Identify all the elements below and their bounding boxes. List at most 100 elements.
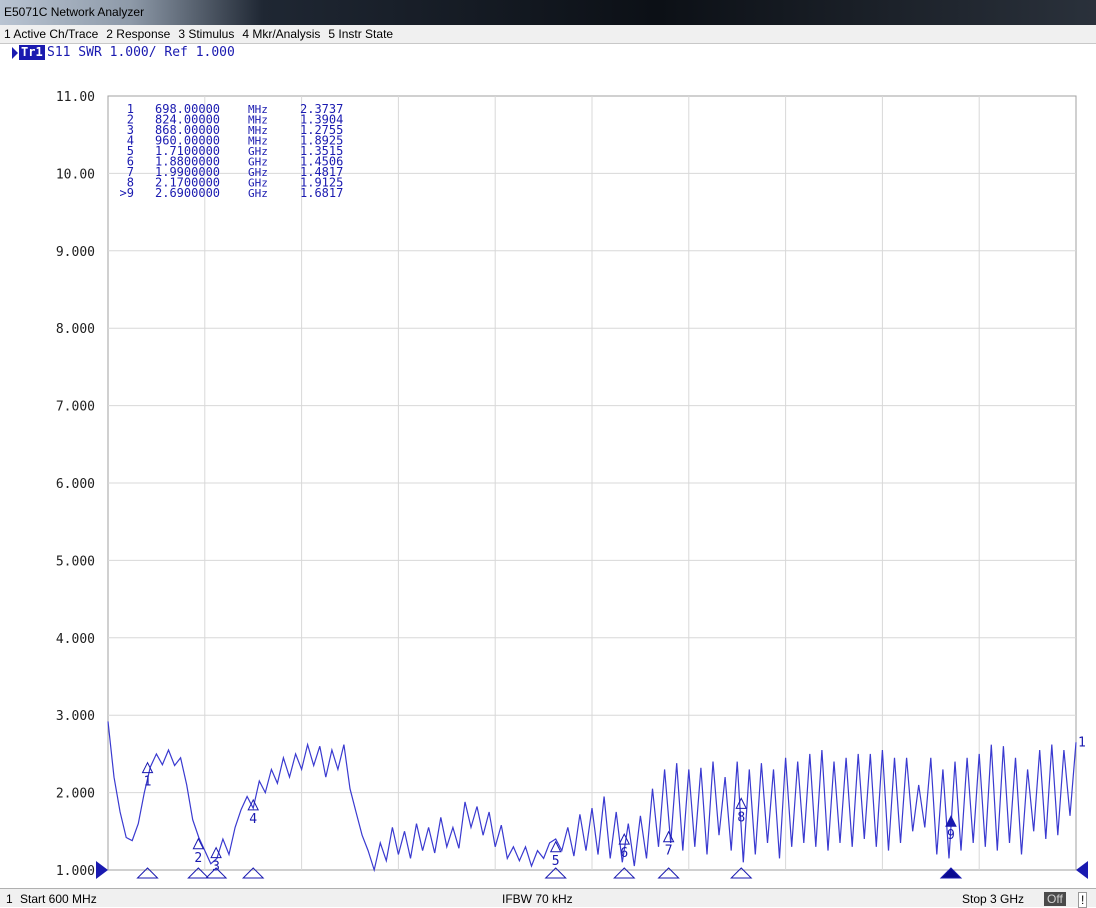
menu-active-ch-trace[interactable]: 1 Active Ch/Trace: [4, 27, 99, 41]
marker-table-frequency: 2.1700000: [155, 176, 220, 190]
marker-9-stimulus: [939, 867, 963, 879]
marker-table-unit: MHz: [248, 103, 268, 116]
right-reference-arrow-icon: [1076, 861, 1088, 879]
marker-8-label: 8: [737, 810, 745, 825]
marker-table-value: 1.2755: [300, 123, 343, 137]
marker-table-value: 1.9125: [300, 176, 343, 190]
marker-6-label: 6: [620, 846, 628, 861]
y-tick-label: 6.000: [56, 477, 95, 492]
trace-end-label: 1: [1078, 735, 1086, 750]
marker-5-triangle: [549, 840, 562, 853]
marker-table-unit: GHz: [248, 187, 268, 200]
marker-table-id: 8: [127, 176, 134, 190]
marker-table-value: 1.4506: [300, 155, 343, 169]
marker-table-unit: GHz: [248, 177, 268, 190]
marker-table: 1 698.00000 MHz 2.3737 2 824.00000 MHz 1.3904 3 8…: [120, 102, 344, 200]
marker-table-id: 3: [127, 123, 134, 137]
trace-format-label: S11 SWR 1.000/ Ref 1.000: [47, 45, 235, 60]
marker-3-label: 3: [212, 860, 220, 875]
chart-grid: [107, 95, 1077, 871]
marker-9-label: 9: [947, 828, 955, 843]
marker-table-unit: GHz: [248, 145, 268, 158]
left-reference-arrow-icon: [96, 861, 108, 879]
trace-badge[interactable]: Tr1: [19, 45, 45, 60]
marker-2-label: 2: [194, 851, 202, 866]
marker-4-triangle: [247, 798, 260, 811]
marker-8-triangle: [735, 797, 748, 809]
marker-table-id: 4: [127, 134, 134, 148]
menu-mkr-analysis[interactable]: 4 Mkr/Analysis: [242, 27, 321, 41]
marker-stimulus-layer: [136, 867, 963, 879]
marker-4-stimulus: [241, 867, 265, 879]
marker-7-triangle: [662, 830, 675, 843]
marker-3-stimulus: [204, 867, 228, 879]
y-tick-label: 3.000: [56, 709, 95, 724]
y-tick-label: 10.00: [56, 167, 95, 182]
marker-table-value: 1.4817: [300, 165, 343, 179]
marker-2-stimulus: [187, 867, 210, 879]
marker-2-triangle: [192, 837, 205, 850]
marker-5-stimulus: [544, 867, 567, 879]
menu-instr-state[interactable]: 5 Instr State: [328, 27, 394, 41]
marker-table-unit: MHz: [248, 135, 268, 148]
active-trace-arrow-icon: [12, 47, 18, 59]
menu-response[interactable]: 2 Response: [106, 27, 171, 41]
off-indicator: Off: [1044, 892, 1066, 906]
marker-1-label: 1: [144, 775, 152, 790]
marker-table-value: 1.8925: [300, 134, 343, 148]
marker-7-label: 7: [665, 844, 673, 859]
stop-frequency[interactable]: Stop 3 GHz: [962, 892, 1025, 906]
marker-table-frequency: 960.00000: [155, 134, 220, 148]
marker-9-triangle: [945, 815, 957, 827]
channel-number: 1: [6, 892, 13, 906]
y-tick-label: 9.000: [56, 245, 95, 260]
marker-table-id: 1: [127, 102, 134, 116]
y-tick-label: 8.000: [56, 322, 95, 337]
title-bar: E5071C Network Analyzer: [0, 0, 1096, 25]
menu-bar: 1 Active Ch/Trace 2 Response 3 Stimulus …: [0, 25, 1096, 44]
marker-table-frequency: 1.9900000: [155, 165, 220, 179]
y-tick-label: 7.000: [56, 400, 95, 415]
marker-table-frequency: 868.00000: [155, 123, 220, 137]
marker-3-triangle: [210, 846, 222, 859]
marker-table-id: 2: [127, 113, 134, 127]
trace-header: Tr1 S11 SWR 1.000/ Ref 1.000: [0, 44, 1096, 62]
reference-arrows: [96, 861, 1088, 879]
marker-table-id: 6: [127, 155, 134, 169]
marker-table-frequency: 2.6900000: [155, 186, 220, 200]
marker-table-value: 1.3515: [300, 144, 343, 158]
marker-table-unit: MHz: [248, 124, 268, 137]
y-axis-ticks: 1.000 2.000 3.000 4.000 5.000 6.000 7.000 8.000…: [56, 90, 95, 879]
marker-6-triangle: [618, 833, 631, 845]
marker-table-value: 2.3737: [300, 102, 343, 116]
marker-4-label: 4: [249, 812, 257, 827]
swr-trace-line: [107, 721, 1077, 873]
marker-6-stimulus: [613, 867, 636, 879]
ifbw-label[interactable]: IFBW 70 kHz: [502, 892, 573, 906]
marker-table-id: >9: [120, 186, 134, 200]
y-tick-label: 1.000: [56, 864, 95, 879]
marker-table-id: 5: [127, 144, 134, 158]
window-title: E5071C Network Analyzer: [4, 5, 145, 19]
y-tick-label: 2.000: [56, 787, 95, 802]
y-tick-label: 11.00: [56, 90, 95, 105]
marker-table-unit: MHz: [248, 114, 268, 127]
marker-7-stimulus: [657, 867, 680, 879]
marker-table-unit: GHz: [248, 166, 268, 179]
marker-table-unit: GHz: [248, 156, 268, 169]
marker-8-stimulus: [730, 867, 753, 879]
marker-1-stimulus: [136, 867, 159, 879]
marker-table-frequency: 824.00000: [155, 113, 220, 127]
trace-layer: 1: [107, 721, 1086, 873]
marker-table-value: 1.6817: [300, 186, 343, 200]
marker-table-frequency: 1.7100000: [155, 144, 220, 158]
marker-1-triangle: [141, 761, 154, 774]
marker-table-value: 1.3904: [300, 113, 343, 127]
marker-table-frequency: 1.8800000: [155, 155, 220, 169]
menu-stimulus[interactable]: 3 Stimulus: [178, 27, 235, 41]
start-frequency[interactable]: Start 600 MHz: [20, 892, 97, 906]
y-tick-label: 4.000: [56, 632, 95, 647]
marker-5-label: 5: [552, 854, 560, 869]
swr-chart[interactable]: 1.000 2.000 3.000 4.000 5.000 6.000 7.000 8.000…: [0, 62, 1096, 890]
